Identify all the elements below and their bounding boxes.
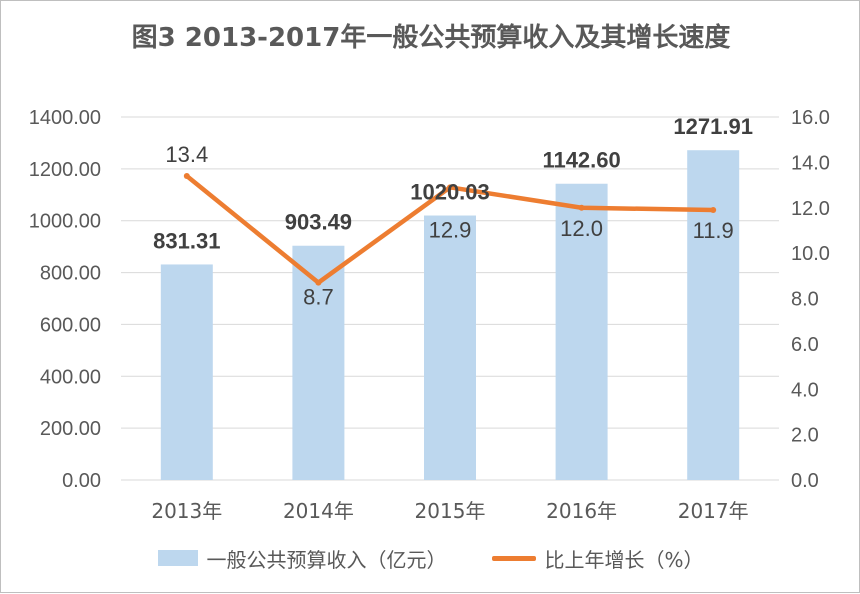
y-left-tick-label: 800.00: [40, 263, 101, 285]
y-right-tick-label: 12.0: [791, 198, 830, 220]
y-right-tick-label: 8.0: [791, 289, 819, 311]
y-left-tick-label: 1200.00: [29, 159, 101, 181]
legend: 一般公共预算收入（亿元） 比上年增长（%）: [1, 543, 860, 573]
line-data-label: 11.9: [693, 218, 734, 243]
y-right-tick-label: 14.0: [791, 152, 830, 174]
y-right-tick-label: 2.0: [791, 425, 819, 447]
y-right-tick-label: 16.0: [791, 107, 830, 129]
bar-data-label: 903.49: [285, 210, 352, 235]
y-right-tick-label: 10.0: [791, 243, 830, 265]
y-left-tick-label: 400.00: [40, 366, 101, 388]
bar: [687, 150, 740, 480]
legend-item-growth: 比上年增长（%）: [492, 544, 704, 573]
legend-swatch-bar: [158, 550, 199, 566]
line-point: [447, 184, 453, 191]
y-left-tick-label: 200.00: [40, 418, 101, 440]
legend-swatch-line: [492, 555, 537, 561]
x-tick-label: 2017年: [678, 499, 749, 523]
legend-label-growth: 比上年增长（%）: [544, 547, 704, 572]
line-point: [183, 172, 190, 179]
line-point: [710, 207, 717, 214]
line-data-label: 8.7: [303, 285, 334, 310]
line-data-label: 13.4: [165, 142, 208, 167]
legend-item-revenue: 一般公共预算收入（亿元）: [158, 544, 446, 573]
x-tick-label: 2013年: [151, 499, 222, 523]
x-tick-label: 2014年: [283, 499, 354, 523]
bar-data-label: 1271.91: [673, 114, 753, 139]
bar: [424, 215, 476, 480]
y-left-tick-label: 0.00: [62, 470, 101, 492]
y-right-tick-label: 0.0: [791, 470, 819, 492]
legend-label-revenue: 一般公共预算收入（亿元）: [206, 547, 447, 572]
bar-data-label: 831.31: [153, 228, 220, 253]
y-left-tick-label: 1400.00: [29, 107, 101, 129]
line-data-label: 12.9: [429, 217, 472, 242]
chart-title: 图3 2013-2017年一般公共预算收入及其增长速度: [131, 23, 731, 53]
bar-data-label: 1142.60: [542, 148, 620, 173]
bar-data-label: 1020.03: [410, 180, 490, 205]
y-right-tick-label: 4.0: [791, 379, 819, 401]
bar: [160, 264, 213, 480]
line-data-label: 12.0: [560, 216, 603, 241]
y-left-tick-label: 600.00: [40, 314, 101, 336]
x-tick-label: 2015年: [415, 499, 486, 523]
bar: [555, 183, 608, 480]
y-right-tick-label: 6.0: [791, 334, 819, 356]
line-point: [315, 279, 322, 286]
x-tick-label: 2016年: [546, 499, 617, 523]
y-left-tick-label: 1000.00: [29, 211, 101, 233]
line-point: [578, 204, 585, 211]
